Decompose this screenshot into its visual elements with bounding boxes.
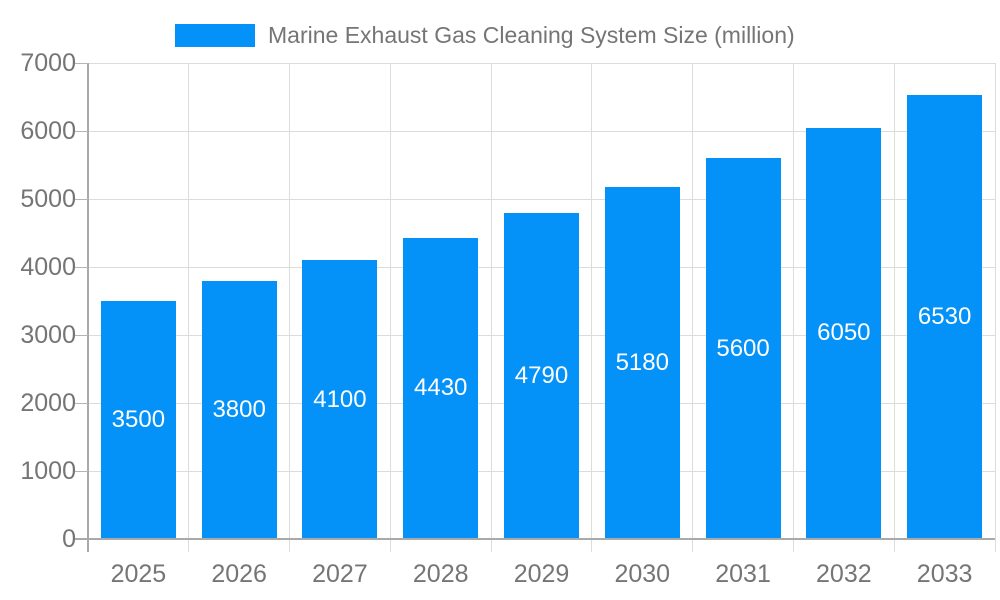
bar-value-label: 3500 [111,406,166,433]
legend-swatch [175,24,255,47]
bar-value-label: 5600 [716,334,770,362]
bar-value-label: 4790 [514,362,569,390]
y-tick [74,62,88,64]
bar-value-label: 4430 [414,374,468,402]
bar [504,213,579,539]
y-axis-tick-label: 5000 [20,185,76,213]
x-axis-line [74,538,995,540]
bar [100,301,176,539]
y-axis-tick-label: 4000 [20,253,76,281]
bar-value-label: 5180 [615,348,669,376]
gridline-h [88,198,995,200]
gridline-v [591,63,593,552]
x-axis-tick-label: 2032 [816,560,872,588]
y-axis-tick-label: 1000 [20,457,76,485]
gridline-v [792,63,794,552]
y-tick [74,266,88,268]
bar [806,127,882,539]
y-axis-tick-label: 2000 [20,389,76,417]
legend[interactable]: Marine Exhaust Gas Cleaning System Size … [175,22,795,49]
gridline-h [88,62,995,64]
x-axis-tick-label: 2026 [211,560,267,588]
x-axis-tick-label: 2028 [412,560,469,588]
x-axis-tick-label: 2033 [916,560,973,588]
x-axis-tick-label: 2031 [715,560,771,588]
bar [604,186,680,539]
gridline-v [389,63,391,552]
y-axis-tick-label: 3000 [20,321,76,349]
y-tick [74,130,88,132]
y-axis-tick-label: 7000 [20,49,76,77]
y-tick [74,198,88,200]
x-axis-tick-label: 2027 [312,560,368,588]
gridline-v [188,63,190,552]
gridline-v [490,63,492,552]
bar-value-label: 6530 [917,302,972,330]
bar-value-label: 6050 [817,319,871,347]
gridline-v [893,63,895,552]
gridline-v [994,63,996,552]
x-axis-tick-label: 2030 [614,560,671,588]
y-axis-line [87,63,89,552]
gridline-h [88,130,995,132]
x-axis-tick-label: 2029 [513,560,570,588]
bar [201,280,277,539]
bar [302,260,378,539]
bar [705,158,781,539]
bar [907,94,983,539]
bar-value-label: 4100 [313,385,367,413]
y-tick [74,470,88,472]
bar [403,237,479,539]
y-tick [74,402,88,404]
x-axis-tick-label: 2025 [110,560,167,588]
gridline-v [692,63,694,552]
y-tick [74,334,88,336]
bar-value-label: 3800 [212,395,266,423]
gridline-v [289,63,291,552]
y-axis-tick-label: 0 [62,525,76,553]
legend-title: Marine Exhaust Gas Cleaning System Size … [268,22,795,48]
y-axis-tick-label: 6000 [20,117,76,145]
